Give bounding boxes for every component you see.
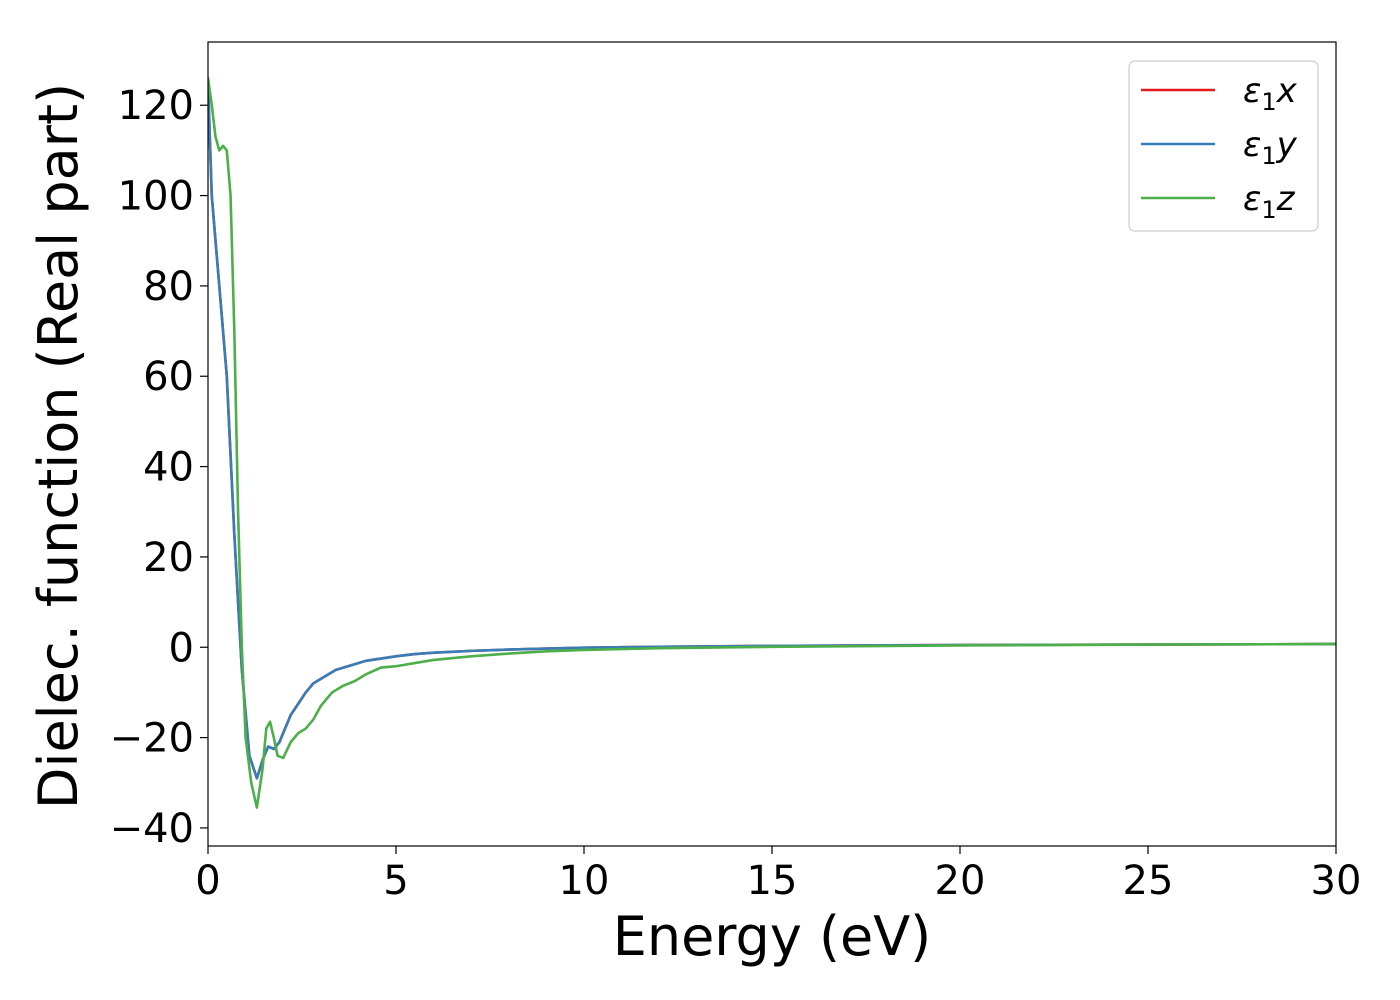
legend-epsilon: ε bbox=[1243, 71, 1261, 111]
y-tick-label: 20 bbox=[143, 535, 194, 581]
legend-label-x: ε1x bbox=[1243, 71, 1298, 116]
x-axis: 0 5 10 15 20 25 30 bbox=[195, 846, 1361, 904]
y-axis: −40 −20 0 20 40 60 80 100 120 bbox=[110, 83, 208, 852]
x-axis-label: Energy (eV) bbox=[613, 905, 932, 968]
x-tick-label: 10 bbox=[559, 858, 610, 904]
x-tick-label: 0 bbox=[195, 858, 220, 904]
legend-subscript: 1 bbox=[1261, 142, 1276, 170]
y-tick-label: 40 bbox=[143, 445, 194, 491]
legend-subscript: 1 bbox=[1261, 196, 1276, 224]
legend-label-z: ε1z bbox=[1243, 179, 1296, 224]
y-axis-label: Dielec. function (Real part) bbox=[27, 83, 90, 809]
legend-box bbox=[1128, 60, 1319, 232]
x-tick-label: 5 bbox=[383, 858, 408, 904]
legend-epsilon: ε bbox=[1243, 125, 1261, 165]
y-tick-label: 100 bbox=[118, 174, 194, 220]
y-tick-label: 80 bbox=[143, 264, 194, 310]
series-layer bbox=[208, 76, 1336, 809]
x-tick-label: 30 bbox=[1311, 858, 1362, 904]
y-tick-label: −20 bbox=[110, 716, 194, 762]
legend-variable: z bbox=[1276, 179, 1296, 219]
legend-label-y: ε1y bbox=[1243, 125, 1298, 170]
legend-epsilon: ε bbox=[1243, 179, 1261, 219]
legend-variable: y bbox=[1276, 125, 1298, 165]
y-tick-label: 120 bbox=[118, 83, 194, 129]
legend-variable: x bbox=[1276, 71, 1298, 111]
x-tick-label: 25 bbox=[1123, 858, 1174, 904]
x-tick-label: 15 bbox=[747, 858, 798, 904]
x-tick-label: 20 bbox=[935, 858, 986, 904]
y-tick-label: 60 bbox=[143, 354, 194, 400]
y-tick-label: 0 bbox=[169, 625, 194, 671]
series-line-z bbox=[208, 76, 1336, 809]
legend-subscript: 1 bbox=[1261, 88, 1276, 116]
y-tick-label: −40 bbox=[110, 806, 194, 852]
